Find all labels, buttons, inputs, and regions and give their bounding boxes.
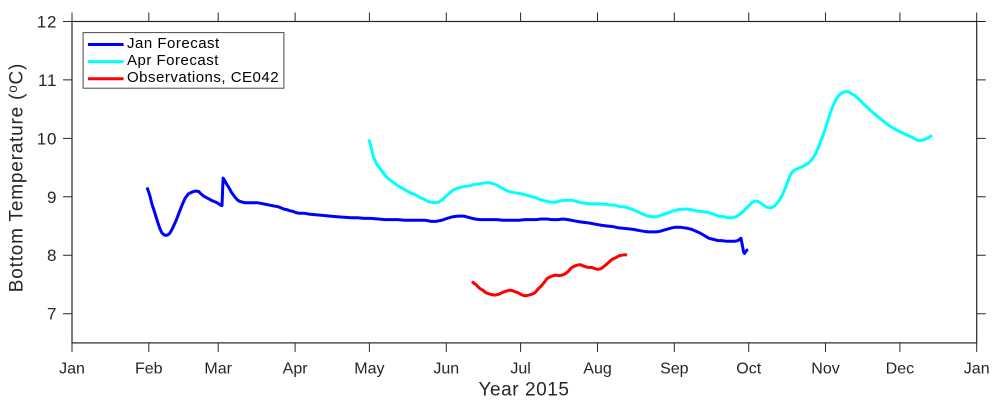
svg-text:Jun: Jun [433, 361, 459, 378]
svg-text:Bottom Temperature (oC): Bottom Temperature (oC) [5, 63, 28, 292]
svg-text:Oct: Oct [736, 361, 761, 378]
svg-text:Jan Forecast: Jan Forecast [127, 35, 220, 52]
svg-text:Aug: Aug [583, 361, 611, 378]
svg-text:Jan: Jan [59, 361, 85, 378]
svg-text:7: 7 [47, 305, 57, 324]
svg-text:Nov: Nov [811, 361, 839, 378]
svg-text:Mar: Mar [204, 361, 232, 378]
svg-text:Observations, CE042: Observations, CE042 [127, 69, 279, 86]
svg-text:Apr: Apr [283, 361, 309, 378]
svg-text:Sep: Sep [660, 361, 689, 378]
svg-text:8: 8 [47, 246, 57, 265]
svg-text:Feb: Feb [135, 361, 163, 378]
svg-text:10: 10 [37, 129, 58, 148]
svg-text:Jul: Jul [510, 361, 530, 378]
svg-text:Dec: Dec [886, 361, 914, 378]
svg-text:12: 12 [37, 13, 58, 32]
svg-text:Year 2015: Year 2015 [479, 380, 570, 401]
svg-text:Apr Forecast: Apr Forecast [127, 52, 219, 69]
svg-text:Jan: Jan [964, 361, 990, 378]
svg-text:11: 11 [38, 71, 57, 90]
svg-text:May: May [354, 361, 384, 378]
svg-text:9: 9 [47, 188, 57, 207]
